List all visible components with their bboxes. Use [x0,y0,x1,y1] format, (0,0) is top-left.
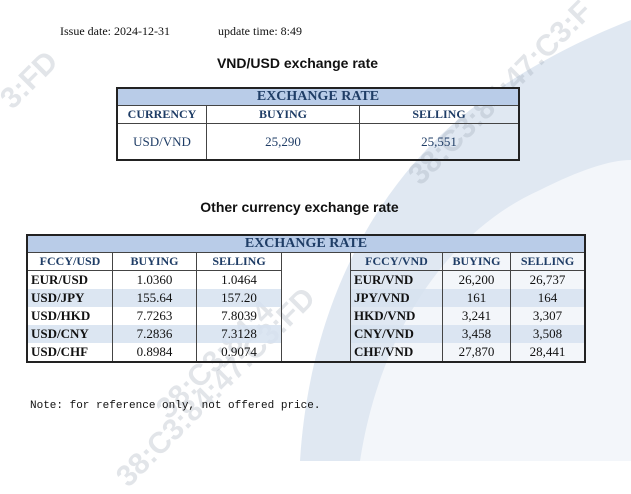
right-buying: 27,870 [442,343,511,362]
right-buying: 3,458 [442,325,511,343]
cell-selling: 25,551 [359,123,520,161]
column-gap [281,252,351,271]
table-row: EUR/USD 1.0360 1.0464 EUR/VND 26,200 26,… [26,270,586,289]
column-gap [281,343,351,362]
right-selling: 164 [510,289,586,307]
right-buying: 26,200 [442,270,511,289]
col-right-buying: BUYING [442,252,511,271]
table-row: USD/JPY 155.64 157.20 JPY/VND 161 164 [26,289,586,307]
table-band-title: EXCHANGE RATE [117,88,519,106]
left-selling: 7.3128 [196,325,282,343]
update-time: update time: 8:49 [218,24,302,39]
col-right-selling: SELLING [510,252,586,271]
left-buying: 7.2836 [112,325,197,343]
issue-date-value: 2024-12-31 [113,24,170,38]
other-currency-table: EXCHANGE RATE FCCY/USD BUYING SELLING FC… [26,234,586,363]
right-pair: EUR/VND [350,270,443,289]
col-fccy-usd: FCCY/USD [26,252,113,271]
left-buying: 155.64 [112,289,197,307]
right-buying: 3,241 [442,307,511,325]
right-selling: 28,441 [510,343,586,362]
col-fccy-vnd: FCCY/VND [350,252,443,271]
left-buying: 1.0360 [112,270,197,289]
col-buying: BUYING [206,105,360,124]
left-pair: USD/HKD [26,307,113,325]
col-selling: SELLING [359,105,520,124]
table-row: USD/CHF 0.8984 0.9074 CHF/VND 27,870 28,… [26,343,586,362]
left-selling: 7.8039 [196,307,282,325]
left-selling: 0.9074 [196,343,282,362]
update-time-label: update time: [218,24,278,38]
right-selling: 3,508 [510,325,586,343]
table-row: USD/HKD 7.7263 7.8039 HKD/VND 3,241 3,30… [26,307,586,325]
right-pair: JPY/VND [350,289,443,307]
left-pair: EUR/USD [26,270,113,289]
left-selling: 1.0464 [196,270,282,289]
column-gap [281,325,351,343]
left-buying: 7.7263 [112,307,197,325]
right-selling: 26,737 [510,270,586,289]
right-pair: HKD/VND [350,307,443,325]
left-pair: USD/CNY [26,325,113,343]
right-pair: CHF/VND [350,343,443,362]
table-row: USD/CNY 7.2836 7.3128 CNY/VND 3,458 3,50… [26,325,586,343]
reference-note: Note: for reference only, not offered pr… [30,400,321,412]
vnd-usd-title: VND/USD exchange rate [216,55,379,71]
other-currency-title: Other currency exchange rate [200,199,399,215]
issue-date-label: Issue date: [60,24,111,38]
col-left-selling: SELLING [196,252,282,271]
cell-buying: 25,290 [206,123,360,161]
right-selling: 3,307 [510,307,586,325]
column-gap [281,289,351,307]
issue-date: Issue date: 2024-12-31 [60,24,170,39]
left-pair: USD/CHF [26,343,113,362]
cell-currency: USD/VND [116,123,207,161]
right-buying: 161 [442,289,511,307]
col-left-buying: BUYING [112,252,197,271]
right-pair: CNY/VND [350,325,443,343]
table-row: USD/VND 25,290 25,551 [116,123,520,161]
col-currency: CURRENCY [116,105,207,124]
left-pair: USD/JPY [26,289,113,307]
left-buying: 0.8984 [112,343,197,362]
column-gap [281,270,351,289]
update-time-value: 8:49 [280,24,302,38]
vnd-usd-table: EXCHANGE RATE CURRENCY BUYING SELLING US… [116,87,520,161]
left-selling: 157.20 [196,289,282,307]
table-band-title: EXCHANGE RATE [27,235,585,253]
column-gap [281,307,351,325]
